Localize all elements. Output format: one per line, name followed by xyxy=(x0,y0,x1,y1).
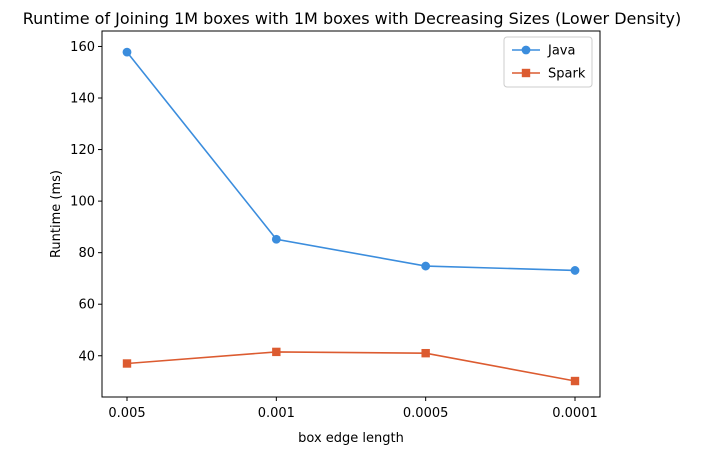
legend: Java Spark xyxy=(503,36,593,88)
y-tick-label: 80 xyxy=(78,246,95,261)
legend-spark-label: Spark xyxy=(548,67,586,82)
x-axis-label: box edge length xyxy=(298,431,404,446)
y-tick-label: 40 xyxy=(78,349,95,364)
spark-data-point xyxy=(570,376,580,386)
x-tick-label: 0.0005 xyxy=(403,406,449,421)
java-data-point xyxy=(421,261,431,271)
spark-data-point xyxy=(272,347,281,357)
java-data-point xyxy=(271,234,281,244)
y-tick-label: 120 xyxy=(70,143,95,158)
x-tick-label: 0.005 xyxy=(108,406,145,421)
plot-background xyxy=(102,31,600,397)
spark-data-point xyxy=(122,359,132,368)
series-layer xyxy=(122,47,580,386)
y-tick-label: 100 xyxy=(70,195,95,210)
x-tick-label: 0.001 xyxy=(258,406,295,421)
spark-series-line xyxy=(126,351,576,382)
x-tick-label: 0.0001 xyxy=(552,406,598,421)
plot-area: 40 60 80 100 120 140 160 0.005 0.001 0.0005 0.000… xyxy=(70,30,601,421)
y-axis: 40 60 80 100 120 140 160 xyxy=(70,40,102,364)
legend-java-label: Java xyxy=(547,44,575,59)
java-data-point xyxy=(122,47,132,57)
y-axis-label: Runtime (ms) xyxy=(49,170,64,258)
y-tick-label: 160 xyxy=(70,40,95,55)
java-series-line xyxy=(126,51,576,272)
legend-java-marker xyxy=(521,45,531,55)
y-tick-label: 60 xyxy=(78,298,95,313)
java-data-point xyxy=(570,266,580,275)
plot-frame xyxy=(101,30,601,398)
y-tick-label: 140 xyxy=(70,92,95,107)
x-axis: 0.005 0.001 0.0005 0.0001 xyxy=(108,397,598,421)
spark-data-point xyxy=(421,348,430,358)
legend-spark-marker xyxy=(521,68,531,78)
chart-title: Runtime of Joining 1M boxes with 1M boxe… xyxy=(23,9,682,28)
